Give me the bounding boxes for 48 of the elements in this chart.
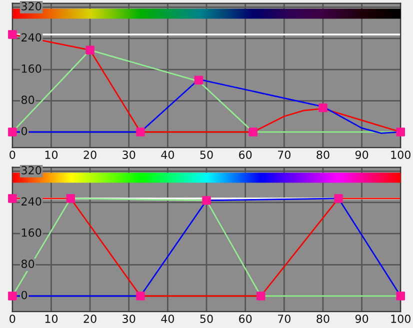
y-tick-label: 0 — [21, 126, 28, 136]
x-tick-label: 30 — [122, 314, 136, 323]
point — [334, 194, 343, 203]
x-tick-label: 0 — [10, 150, 16, 159]
y-tick-label: 240 — [22, 197, 42, 206]
y-tick-label: 320 — [22, 166, 42, 174]
point — [318, 103, 328, 112]
x-tick-label: 30 — [122, 150, 136, 159]
y-tick-label: 160 — [22, 228, 42, 237]
point — [136, 128, 145, 136]
x-tick-label: 80 — [316, 150, 330, 159]
x-tick-label: 90 — [355, 150, 368, 159]
point — [202, 196, 211, 205]
x-tick-label: 100 — [391, 150, 410, 159]
point — [194, 76, 204, 84]
x-tick-label: 80 — [316, 314, 330, 323]
y-tick-label: 160 — [22, 64, 42, 73]
point — [136, 292, 145, 300]
y-tick-label: 320 — [22, 2, 42, 10]
x-tick-label: 20 — [84, 314, 96, 323]
point — [66, 194, 75, 203]
point — [8, 128, 17, 136]
point — [396, 128, 405, 136]
x-tick-label: 90 — [355, 314, 368, 323]
point — [86, 46, 94, 54]
point — [248, 128, 258, 136]
y-tick-label: 80 — [21, 260, 34, 268]
point — [8, 30, 17, 39]
x-tick-label: 70 — [278, 314, 290, 323]
x-tick-label: 40 — [161, 314, 174, 323]
x-tick-label: 60 — [239, 150, 252, 159]
x-tick-label: 70 — [278, 150, 290, 159]
x-tick-label: 50 — [200, 314, 213, 323]
x-tick-label: 10 — [45, 314, 58, 323]
x-tick-label: 60 — [239, 314, 252, 323]
x-tick-label: 40 — [161, 150, 174, 159]
y-tick-label: 0 — [21, 290, 28, 300]
point — [396, 292, 405, 300]
point — [8, 292, 17, 300]
point — [8, 194, 17, 203]
y-tick-label: 80 — [21, 96, 34, 104]
point — [256, 292, 266, 300]
y-tick-label: 240 — [22, 33, 42, 42]
x-tick-label: 50 — [200, 150, 213, 159]
x-tick-label: 100 — [391, 314, 410, 323]
x-tick-label: 10 — [45, 150, 58, 159]
x-tick-label: 0 — [10, 314, 16, 323]
x-tick-label: 20 — [84, 150, 96, 159]
